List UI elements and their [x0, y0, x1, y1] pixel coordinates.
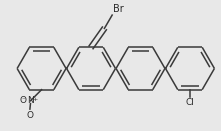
Text: +: + — [33, 97, 38, 102]
Text: O: O — [20, 96, 27, 105]
Text: N: N — [27, 96, 34, 105]
Text: Br: Br — [113, 4, 124, 14]
Text: Cl: Cl — [186, 98, 194, 107]
Text: O: O — [27, 111, 33, 120]
Text: ⁻: ⁻ — [21, 95, 25, 104]
